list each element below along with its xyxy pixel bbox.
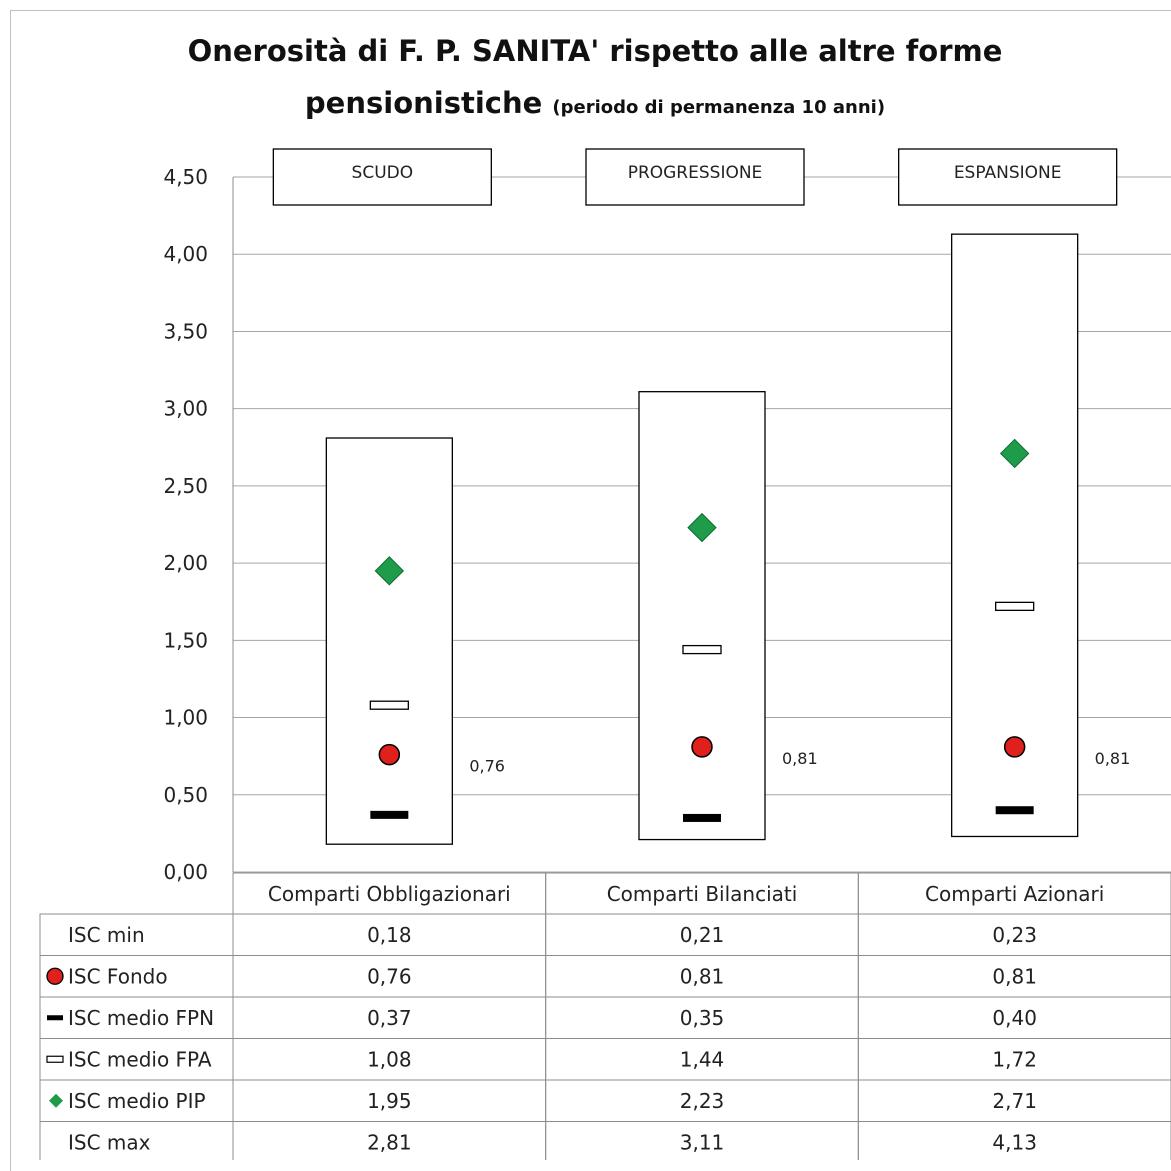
table-cell-value: 0,81 (992, 964, 1037, 988)
legend-white-dash-marker (46, 1055, 64, 1063)
table-cell-value: 0,21 (680, 923, 725, 947)
y-tick-label: 0,50 (163, 783, 208, 807)
isc-fondo-point (378, 743, 401, 766)
box-header-label: PROGRESSIONE (628, 163, 763, 183)
table-row-label: ISC min (68, 923, 145, 947)
isc-fondo-point (1003, 736, 1026, 758)
legend-circle-marker (46, 967, 64, 985)
table-cell-value: 1,44 (680, 1047, 725, 1071)
table-cell-value: 0,37 (367, 1006, 412, 1030)
y-tick-label: 0,00 (163, 860, 208, 884)
table-row-label: ISC max (68, 1130, 151, 1154)
table-row-label: ISC medio FPN (68, 1006, 214, 1030)
table-cell-value: 4,13 (992, 1130, 1037, 1154)
table-cell-value: 0,23 (992, 923, 1037, 947)
table-cell-value: 3,11 (680, 1130, 725, 1154)
table-cell-value: 0,40 (992, 1006, 1037, 1030)
legend-diamond-marker (49, 1093, 63, 1108)
y-tick-label: 3,00 (163, 397, 208, 421)
isc-medio-pip-point (374, 556, 405, 586)
data-label: 0,81 (782, 749, 818, 768)
box-header-label: SCUDO (352, 163, 414, 183)
box-header (898, 148, 1118, 206)
chart-subtitle: (periodo di permanenza 10 anni) (552, 97, 886, 118)
table-header-label: Comparti Bilanciati (607, 882, 798, 906)
isc-medio-fpn-mark (370, 810, 409, 819)
data-label: 0,81 (1095, 749, 1131, 768)
y-tick-label: 2,00 (163, 551, 208, 575)
chart-title-line2-main: pensionistiche (304, 86, 543, 120)
table-cell-value: 1,08 (367, 1047, 412, 1071)
isc-medio-pip-point (687, 512, 717, 543)
table-cell-value: 1,72 (992, 1047, 1037, 1071)
table-cell-value: 0,76 (367, 964, 412, 988)
box-header (272, 148, 492, 206)
table-cell-value: 0,81 (680, 964, 725, 988)
table-cell-value: 2,23 (680, 1089, 725, 1113)
box-header-label: ESPANSIONE (954, 163, 1062, 183)
table-row-label: ISC Fondo (68, 964, 168, 988)
isc-medio-fpa-mark (995, 601, 1035, 612)
y-tick-label: 1,00 (163, 706, 208, 730)
table-header-label: Comparti Azionari (925, 882, 1104, 906)
y-tick-label: 3,50 (163, 319, 208, 343)
isc-medio-fpa-mark (682, 644, 722, 655)
isc-medio-fpn-mark (683, 813, 721, 822)
y-tick-label: 4,50 (163, 165, 208, 189)
table-header-label: Comparti Obbligazionari (268, 882, 511, 906)
table-cell-value: 0,35 (680, 1006, 725, 1030)
legend-dash-marker (47, 1015, 63, 1021)
y-tick-label: 2,50 (163, 474, 208, 498)
table-cell-value: 1,95 (367, 1089, 412, 1113)
y-tick-label: 4,00 (163, 242, 208, 266)
isc-fondo-point (691, 736, 713, 758)
chart-title-line2: pensionistiche (periodo di permanenza 10… (0, 86, 1171, 120)
chart-title: Onerosità di F. P. SANITA' rispetto alle… (187, 34, 1003, 68)
range-box (951, 233, 1079, 838)
y-tick-label: 1,50 (163, 628, 208, 652)
table-row-label: ISC medio FPA (68, 1047, 212, 1071)
isc-medio-pip-point (999, 438, 1030, 469)
range-box (325, 437, 453, 845)
table-cell-value: 0,18 (367, 923, 412, 947)
data-label: 0,76 (469, 757, 505, 776)
isc-medio-fpa-mark (369, 700, 409, 710)
table-cell-value: 2,71 (992, 1089, 1037, 1113)
box-header (585, 148, 805, 206)
range-box (638, 391, 766, 841)
isc-medio-fpn-mark (995, 806, 1034, 815)
table-cell-value: 2,81 (367, 1130, 412, 1154)
table-row-label: ISC medio PIP (68, 1089, 206, 1113)
chart-frame (10, 10, 1171, 1171)
